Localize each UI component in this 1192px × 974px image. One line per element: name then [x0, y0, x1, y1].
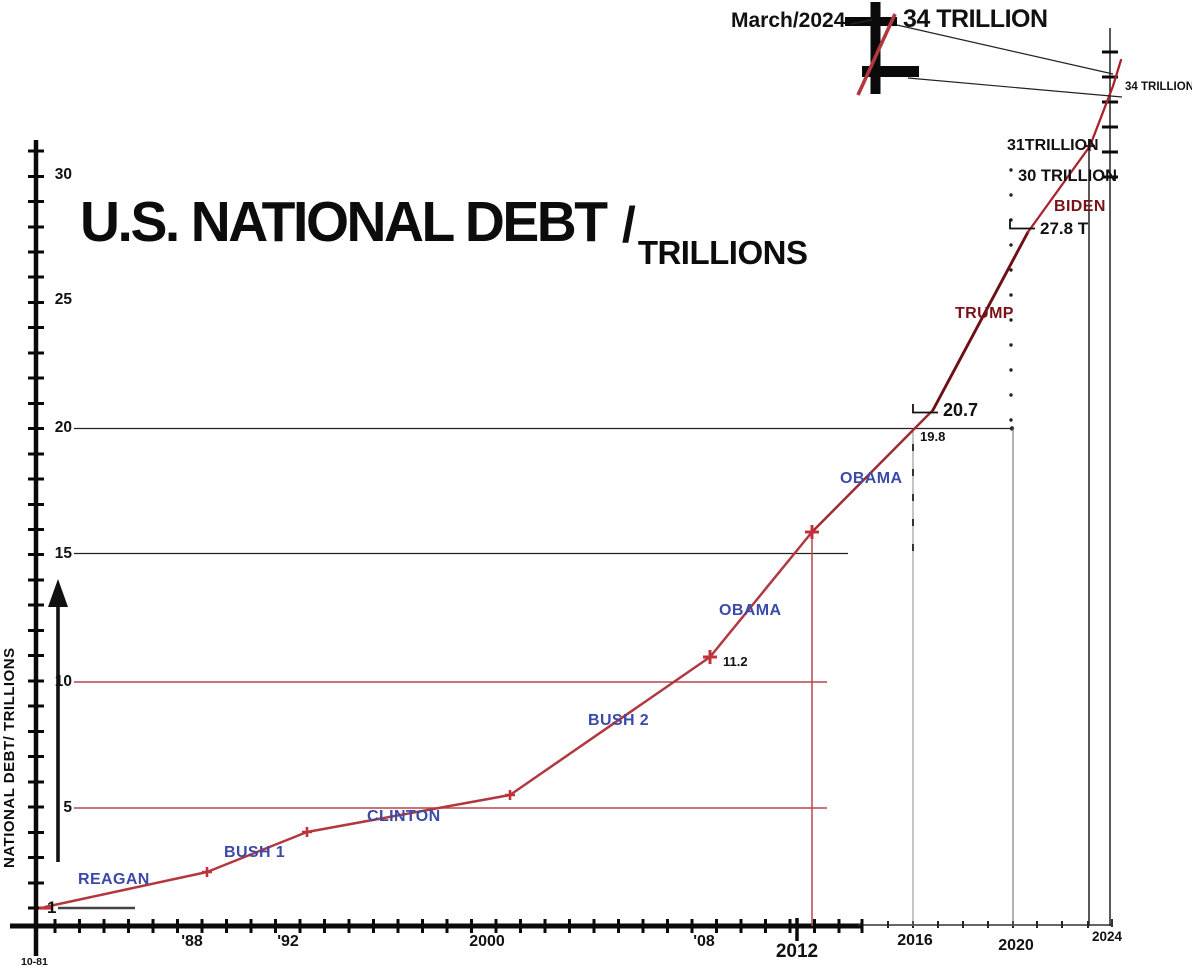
- y-tick-30: 30: [54, 166, 72, 183]
- president-label-clinton: CLINTON: [367, 808, 441, 825]
- president-label-reagan: REAGAN: [78, 871, 150, 888]
- annotation-19-8: 19.8: [920, 429, 946, 444]
- debt-line: [43, 58, 1123, 909]
- origin-date-label: 10-81: [21, 956, 48, 968]
- president-label-biden: BIDEN: [1054, 198, 1106, 215]
- annotation-34-trillion-small: 34 TRILLION: [1125, 81, 1192, 93]
- callout-value-label: 34 TRILLION: [903, 5, 1048, 33]
- annotation-11-2: 11.2: [723, 654, 748, 669]
- x-tick-2012: 2012: [775, 941, 819, 962]
- president-label-bush1: BUSH 1: [224, 844, 286, 861]
- x-tick-2024: 2024: [1091, 929, 1123, 944]
- callout-lines: [896, 24, 1123, 98]
- x-tick-88: '88: [181, 933, 203, 950]
- chart-title-units: TRILLIONS: [637, 234, 808, 271]
- annotation-30-trillion: 30 TRILLION: [1018, 167, 1118, 185]
- president-label-obama-2: OBAMA: [840, 470, 903, 487]
- annotation-27-8: 27.8 T: [1040, 219, 1089, 238]
- x-tick-08: '08: [693, 933, 715, 950]
- value-brackets: [912, 219, 1035, 414]
- president-label-trump: TRUMP: [955, 305, 1014, 322]
- y-axis-arrow-icon: [48, 579, 68, 862]
- y-tick-5: 5: [63, 799, 72, 816]
- annotation-20-7: 20.7: [943, 400, 979, 420]
- debt-line-obama-2nd: [810, 408, 935, 534]
- x-tick-2000: 2000: [469, 933, 505, 950]
- debt-line-1981-2012: [43, 530, 814, 909]
- zoom-inset: [845, 2, 919, 96]
- y-tick-20: 20: [54, 419, 72, 436]
- gridlines-horizontal: [58, 426, 1015, 910]
- callout-date-label: March/2024: [731, 9, 846, 32]
- data-point-markers: [39, 141, 1095, 910]
- reference-lines-vertical: [811, 28, 1118, 926]
- annotation-31-trillion: 31TRILLION: [1007, 137, 1099, 154]
- debt-line-biden: [1026, 58, 1123, 234]
- y-axis-label: NATIONAL DEBT/ TRILLIONS: [1, 647, 18, 868]
- x-tick-2020: 2020: [998, 937, 1034, 954]
- x-tick-2016: 2016: [897, 932, 933, 949]
- dotted-line-2020-extension: [1009, 168, 1013, 422]
- y-tick-15: 15: [54, 545, 72, 562]
- president-label-bush2: BUSH 2: [588, 712, 650, 729]
- chart-title-main: U.S. NATIONAL DEBT: [80, 190, 608, 254]
- president-label-obama-1: OBAMA: [719, 602, 782, 619]
- y-tick-10: 10: [54, 673, 72, 690]
- y-tick-1: 1: [47, 898, 57, 917]
- y-tick-25: 25: [54, 291, 72, 308]
- x-tick-92: '92: [277, 933, 299, 950]
- chart-title-slash: /: [621, 197, 636, 253]
- debt-line-trump: [931, 230, 1030, 412]
- y-axis-ticks: [28, 149, 44, 910]
- chart-title: U.S. NATIONAL DEBT / TRILLIONS: [80, 190, 808, 271]
